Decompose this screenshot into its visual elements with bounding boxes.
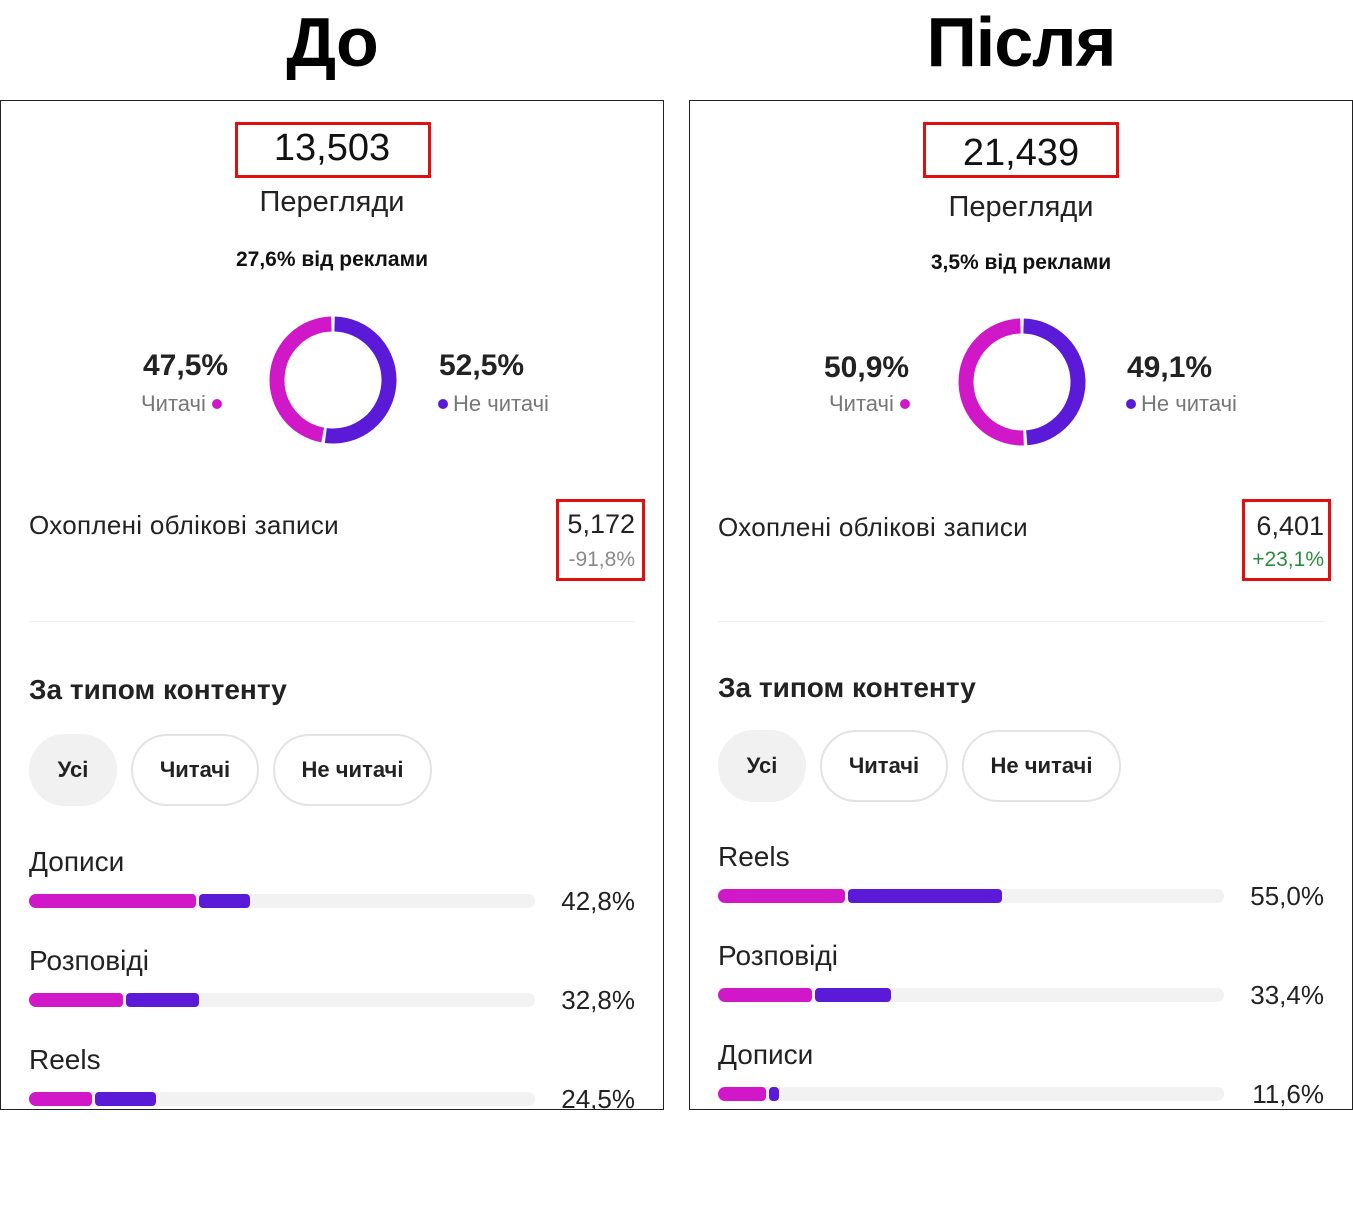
content-row-label: Розповіді bbox=[718, 940, 838, 971]
followers-bar-segment bbox=[718, 1087, 766, 1101]
content-row-bar bbox=[29, 894, 535, 908]
followers-percent: 50,9% bbox=[824, 351, 910, 384]
nonfollowers-dot-icon bbox=[438, 399, 448, 409]
followers-legend: Читачі bbox=[141, 391, 222, 417]
views-count: 21,439 bbox=[962, 132, 1080, 174]
nonfollowers-bar-segment bbox=[769, 1087, 779, 1101]
followers-percent: 47,5% bbox=[143, 349, 229, 382]
content-row-bar bbox=[718, 988, 1224, 1002]
views-label: Перегляди bbox=[948, 191, 1094, 223]
content-type-heading: За типом контенту bbox=[718, 672, 976, 703]
reach-highlight-box bbox=[1242, 499, 1331, 581]
followers-dot-icon bbox=[899, 399, 910, 409]
followers-bar-segment bbox=[718, 889, 845, 903]
content-row-label: Reels bbox=[718, 841, 790, 872]
content-row-percent: 55,0% bbox=[1250, 881, 1324, 911]
reach-change: +23,1% bbox=[1252, 548, 1324, 571]
filter-all-button[interactable]: Усі bbox=[29, 734, 117, 806]
insights-panel-before: 13,503 Перегляди 27,6% від реклами 47,5%… bbox=[0, 100, 664, 1110]
filter-followers-button[interactable]: Читачі bbox=[820, 730, 948, 802]
content-row-bar bbox=[29, 1092, 535, 1106]
nonfollowers-bar-segment bbox=[199, 894, 250, 908]
donut-nonfollowers-segment bbox=[1023, 318, 1086, 446]
followers-dot-icon bbox=[211, 399, 222, 409]
reach-label: Охоплені облікові записи bbox=[718, 512, 1028, 542]
filter-nonfollowers-button[interactable]: Не читачі bbox=[273, 734, 432, 806]
donut-followers-segment bbox=[958, 318, 1024, 446]
reach-label: Охоплені облікові записи bbox=[29, 510, 339, 540]
nonfollowers-dot-icon bbox=[1126, 399, 1136, 409]
audience-donut-chart bbox=[958, 318, 1086, 446]
divider bbox=[29, 621, 635, 622]
nonfollowers-legend: Не читачі bbox=[1126, 391, 1237, 417]
nonfollowers-bar-segment bbox=[126, 993, 199, 1007]
reach-change: -91,8% bbox=[568, 548, 635, 571]
followers-bar-segment bbox=[29, 1092, 92, 1106]
views-count: 13,503 bbox=[273, 127, 391, 169]
views-highlight-box bbox=[923, 122, 1119, 178]
content-row-label: Дописи bbox=[718, 1039, 814, 1070]
content-row-label: Розповіді bbox=[29, 945, 149, 976]
nonfollowers-legend-label: Не читачі bbox=[1141, 391, 1237, 416]
after-heading: Після bbox=[926, 3, 1116, 81]
views-highlight-box bbox=[235, 122, 431, 178]
donut-followers-segment bbox=[269, 316, 332, 443]
views-label: Перегляди bbox=[259, 186, 405, 218]
nonfollowers-bar-segment bbox=[848, 889, 1002, 903]
followers-legend-label: Читачі bbox=[829, 391, 894, 416]
reach-value: 5,172 bbox=[567, 509, 635, 539]
filter-nonfollowers-button[interactable]: Не читачі bbox=[962, 730, 1121, 802]
content-row-percent: 11,6% bbox=[1252, 1079, 1324, 1109]
content-row-percent: 24,5% bbox=[561, 1084, 635, 1110]
nonfollowers-legend-label: Не читачі bbox=[453, 391, 549, 416]
content-row-bar bbox=[718, 889, 1224, 903]
reach-highlight-box bbox=[556, 499, 645, 581]
filter-followers-button[interactable]: Читачі bbox=[131, 734, 259, 806]
content-row-label: Reels bbox=[29, 1044, 101, 1075]
followers-legend-label: Читачі bbox=[141, 391, 206, 416]
filter-all-button[interactable]: Усі bbox=[718, 730, 806, 802]
nonfollowers-bar-segment bbox=[95, 1092, 156, 1106]
content-row-percent: 42,8% bbox=[561, 886, 635, 916]
audience-donut-chart bbox=[269, 316, 397, 444]
content-row-label: Дописи bbox=[29, 846, 125, 877]
content-row-bar bbox=[29, 993, 535, 1007]
nonfollowers-percent: 52,5% bbox=[439, 349, 525, 382]
nonfollowers-legend: Не читачі bbox=[438, 391, 549, 417]
content-type-heading: За типом контенту bbox=[29, 674, 287, 705]
before-heading: До bbox=[286, 3, 378, 81]
divider bbox=[718, 621, 1324, 622]
donut-nonfollowers-segment bbox=[324, 316, 397, 444]
followers-bar-segment bbox=[29, 993, 123, 1007]
content-row-percent: 32,8% bbox=[561, 985, 635, 1015]
nonfollowers-bar-segment bbox=[815, 988, 891, 1002]
nonfollowers-percent: 49,1% bbox=[1127, 351, 1213, 384]
followers-bar-segment bbox=[718, 988, 812, 1002]
insights-panel-after: 21,439 Перегляди 3,5% від реклами 50,9% … bbox=[689, 100, 1353, 1110]
content-row-bar bbox=[718, 1087, 1224, 1101]
ads-share: 3,5% від реклами bbox=[930, 251, 1112, 274]
followers-legend: Читачі bbox=[829, 391, 910, 417]
content-row-percent: 33,4% bbox=[1250, 980, 1324, 1010]
reach-value: 6,401 bbox=[1256, 511, 1324, 541]
ads-share: 27,6% від реклами bbox=[235, 248, 429, 271]
followers-bar-segment bbox=[29, 894, 196, 908]
